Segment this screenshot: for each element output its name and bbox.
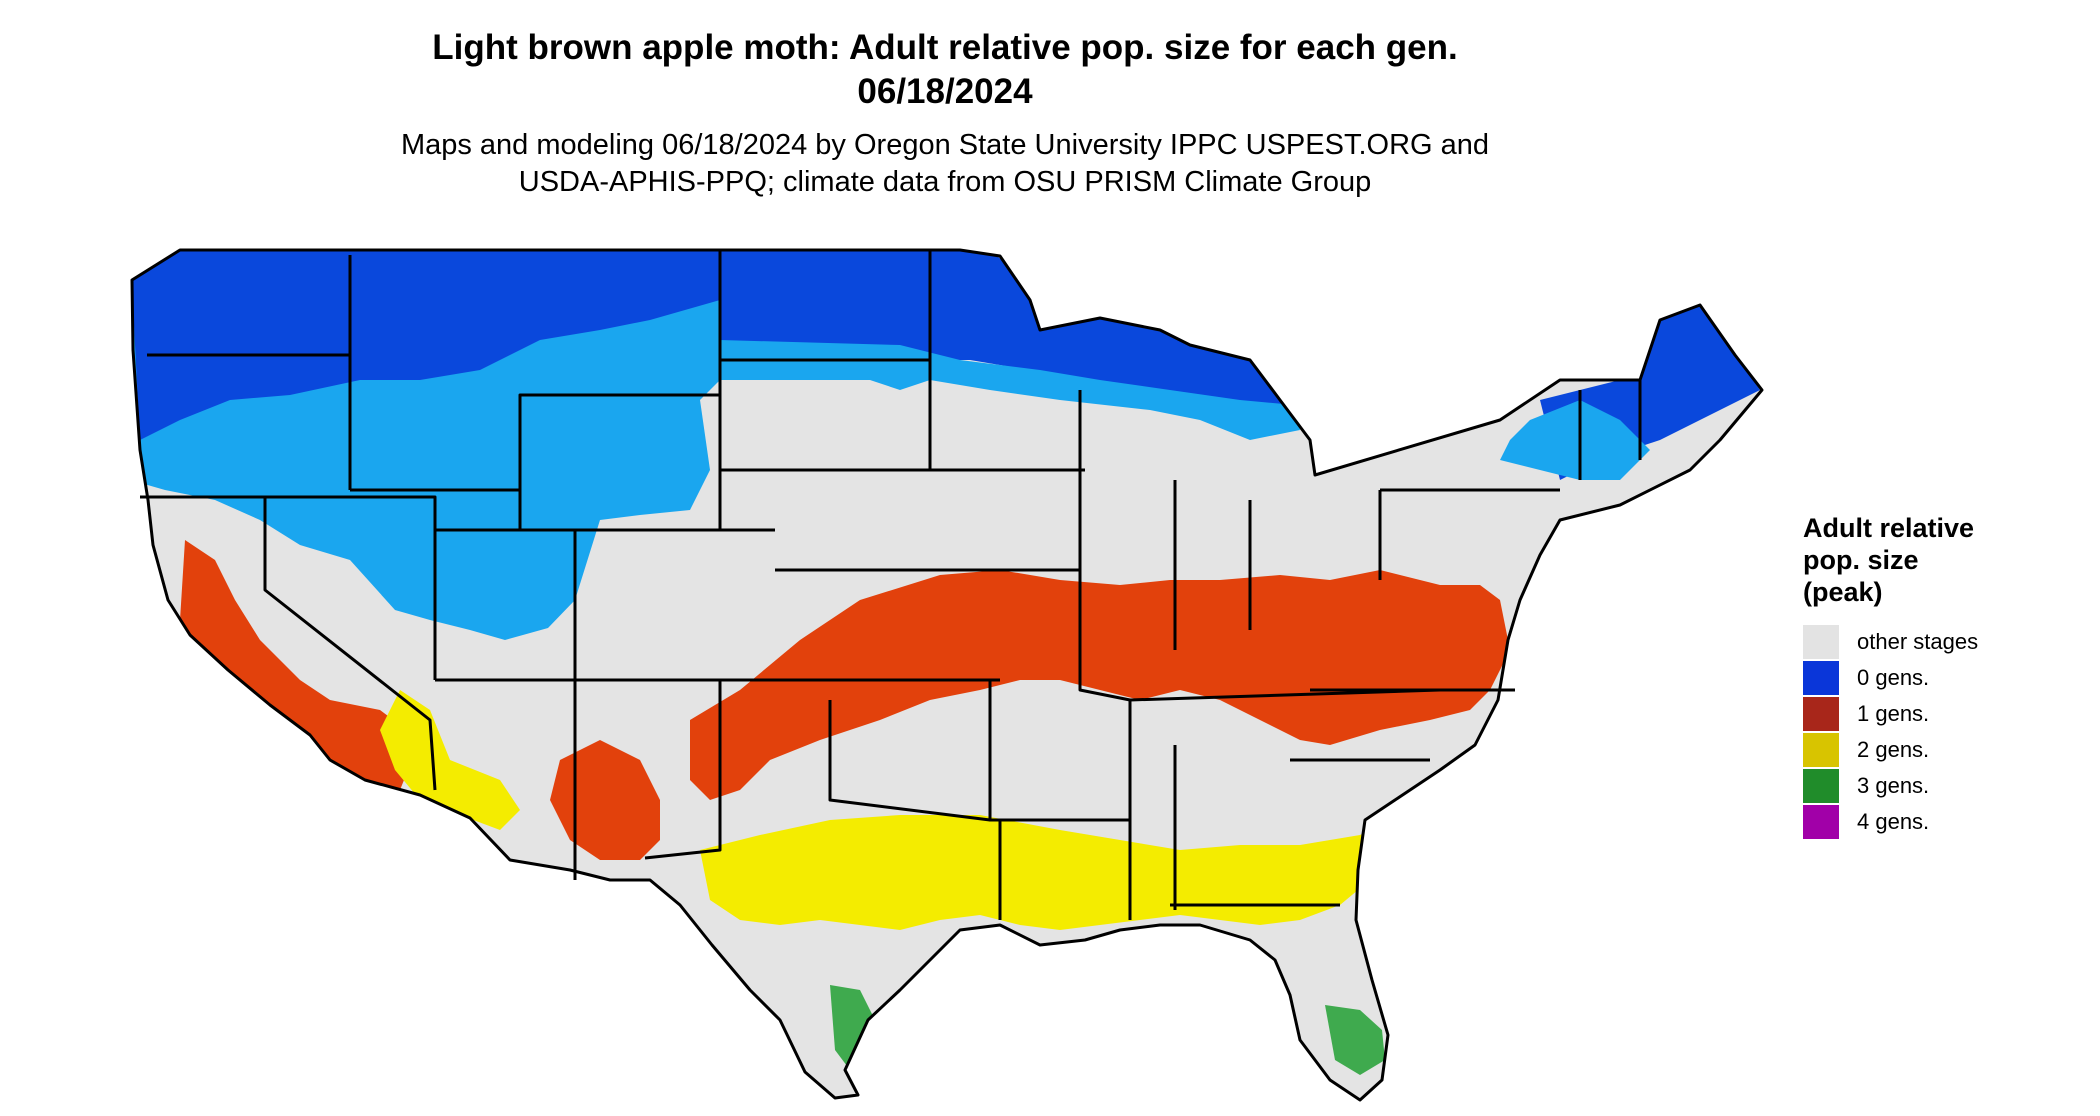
zone-0-gens-upper-midwest-light <box>720 340 1300 440</box>
map-subtitle-line-2: USDA-APHIS-PPQ; climate data from OSU PR… <box>518 166 1372 198</box>
zone-0-gens-new-england-light <box>1500 400 1650 480</box>
zone-0-gens-upper-midwest <box>720 250 1300 410</box>
zone-1-gens-central-band <box>690 570 1510 800</box>
zone-0-gens-northwest-dark <box>132 250 720 440</box>
legend-label-other-stages: other stages <box>1857 629 1979 654</box>
border-wi-il <box>1078 390 1131 702</box>
legend-item-2-gens: 2 gens. <box>1803 732 2083 768</box>
legend-swatch-0-gens <box>1803 661 1839 695</box>
map-legend: Adult relative pop. size (peak) other st… <box>1803 512 2083 840</box>
border-tn <box>1129 688 1441 702</box>
legend-label-2-gens: 2 gens. <box>1857 737 1930 762</box>
legend-label-3-gens: 3 gens. <box>1857 773 1930 798</box>
legend-swatch-1-gens <box>1803 697 1839 731</box>
state-borders <box>130 248 1764 1102</box>
zone-3-gens-south-florida <box>1325 1005 1385 1075</box>
legend-label-4-gens: 4 gens. <box>1857 809 1930 834</box>
generation-zones <box>132 250 1760 1075</box>
legend-item-1-gens: 1 gens. <box>1803 696 2083 732</box>
zone-1-gens-california <box>180 540 420 790</box>
border-mo-ar <box>988 680 1130 822</box>
border-ca-nv <box>263 497 437 791</box>
legend-swatch-4-gens <box>1803 805 1839 839</box>
us-outline <box>130 248 1764 1102</box>
border-ut-co <box>435 528 577 680</box>
legend-title-line-1: Adult relative <box>1803 513 1975 543</box>
map-subtitle-line-1: Maps and modeling 06/18/2024 by Oregon S… <box>400 129 1490 161</box>
legend-item-3-gens: 3 gens. <box>1803 768 2083 804</box>
legend-title: Adult relative pop. size (peak) <box>1803 512 2083 608</box>
border-mn-ia <box>928 250 1085 472</box>
legend-title-line-3: (peak) <box>1803 577 1883 607</box>
legend-item-4-gens: 4 gens. <box>1803 804 2083 840</box>
map-title-date: 06/18/2024 <box>857 72 1033 111</box>
zone-2-gens-gulf-band <box>700 815 1395 930</box>
legend-label-1-gens: 1 gens. <box>1857 701 1930 726</box>
legend-item-0-gens: 0 gens. <box>1803 660 2083 696</box>
border-nm-tx <box>644 680 722 860</box>
legend-label-0-gens: 0 gens. <box>1857 665 1930 690</box>
border-dakotas <box>718 250 775 532</box>
legend-item-other-stages: other stages <box>1803 624 2083 660</box>
legend-swatch-other-stages <box>1803 625 1839 659</box>
legend-title-line-2: pop. size <box>1803 545 1919 575</box>
border-nv-ut <box>265 495 437 680</box>
border-ok-tx <box>828 700 991 822</box>
zone-2-gens-arizona <box>380 690 520 830</box>
legend-swatch-2-gens <box>1803 733 1839 767</box>
us-population-map <box>130 248 1764 1102</box>
legend-swatch-3-gens <box>1803 769 1839 803</box>
map-title-line-1: Light brown apple moth: Adult relative p… <box>432 28 1458 67</box>
zone-1-gens-southwest <box>550 740 660 860</box>
